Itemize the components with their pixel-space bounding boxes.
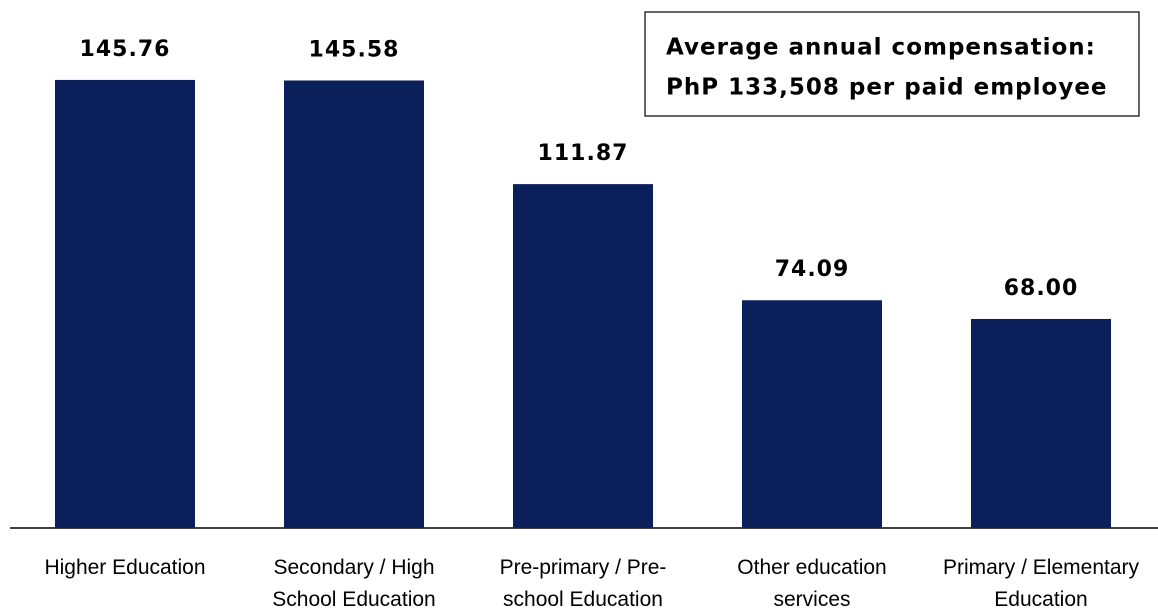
value-label: 145.58 bbox=[309, 37, 400, 62]
annotation-line: PhP 133,508 per paid employee bbox=[666, 75, 1108, 101]
value-label: 74.09 bbox=[775, 257, 850, 282]
x-tick-label: Pre-primary / Pre-school Education bbox=[500, 556, 667, 611]
annotation-box bbox=[644, 11, 1140, 117]
x-tick-label: Primary / Elementary Education bbox=[943, 556, 1140, 611]
bar bbox=[284, 80, 424, 528]
value-label: 145.76 bbox=[80, 37, 171, 62]
bar bbox=[742, 300, 882, 528]
annotation-line: Average annual compensation: bbox=[666, 35, 1096, 61]
x-tick-label: Higher Education bbox=[44, 556, 205, 579]
bar bbox=[971, 318, 1111, 528]
value-label: 111.87 bbox=[538, 141, 629, 166]
x-tick-label: Other education services bbox=[737, 556, 886, 611]
x-tick-label: Secondary / High School Education bbox=[272, 556, 435, 611]
bar bbox=[513, 184, 653, 528]
value-label: 68.00 bbox=[1004, 276, 1079, 301]
bar bbox=[55, 79, 195, 528]
